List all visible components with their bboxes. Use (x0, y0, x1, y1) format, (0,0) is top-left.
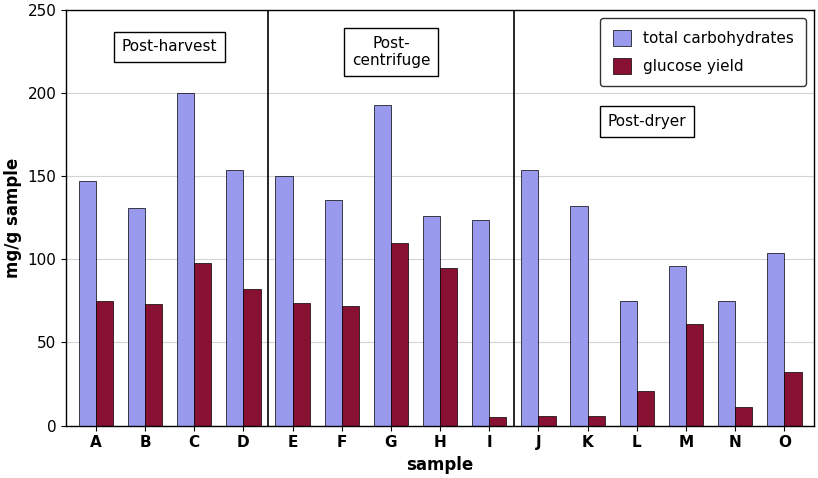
Bar (96, 301, 113, 425)
Bar (226, 170, 244, 425)
Bar (342, 306, 359, 425)
Legend: total carbohydrates, glucose yield: total carbohydrates, glucose yield (600, 18, 807, 87)
Bar (587, 415, 605, 425)
Bar (374, 105, 391, 425)
Bar (194, 263, 211, 425)
Text: Post-
centrifuge: Post- centrifuge (352, 35, 430, 68)
Bar (293, 303, 310, 425)
Bar (686, 324, 703, 425)
Text: Post-harvest: Post-harvest (122, 39, 218, 54)
Bar (145, 304, 162, 425)
Bar (619, 301, 636, 425)
Bar (391, 243, 408, 425)
Bar (489, 417, 506, 425)
X-axis label: sample: sample (407, 456, 474, 474)
Bar (767, 253, 784, 425)
Bar (325, 200, 342, 425)
Bar (636, 391, 654, 425)
Bar (718, 301, 735, 425)
Bar (538, 415, 555, 425)
Bar (276, 176, 293, 425)
Bar (423, 216, 440, 425)
Bar (177, 93, 194, 425)
Bar (784, 372, 802, 425)
Bar (79, 181, 96, 425)
Text: Post-dryer: Post-dryer (607, 114, 686, 129)
Bar (472, 219, 489, 425)
Bar (735, 407, 753, 425)
Y-axis label: mg/g sample: mg/g sample (4, 158, 22, 278)
Bar (440, 268, 457, 425)
Bar (128, 208, 145, 425)
Bar (244, 289, 261, 425)
Bar (669, 266, 686, 425)
Bar (521, 170, 538, 425)
Bar (570, 206, 587, 425)
